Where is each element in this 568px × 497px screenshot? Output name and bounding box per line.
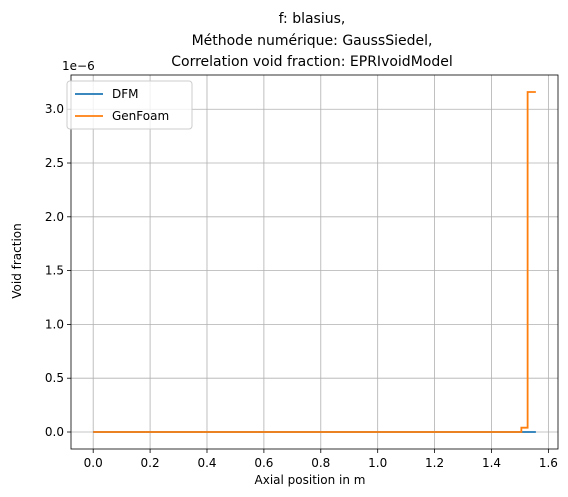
y-axis-label: Void fraction bbox=[10, 223, 24, 298]
x-tick-label: 0.4 bbox=[197, 456, 216, 470]
plot-lines bbox=[93, 91, 536, 433]
y-tick-label: 2.5 bbox=[45, 156, 64, 170]
legend-box bbox=[66, 80, 193, 130]
legend-label-dfm: DFM bbox=[112, 87, 139, 101]
x-tick-label: 0.0 bbox=[84, 456, 103, 470]
x-axis-label: Axial position in m bbox=[255, 473, 366, 487]
x-tick-label: 1.0 bbox=[368, 456, 387, 470]
y-tick-label: 0.0 bbox=[45, 425, 64, 439]
x-tick-label: 0.6 bbox=[254, 456, 273, 470]
chart-title-line-3: Correlation void fraction: EPRIvoidModel bbox=[171, 54, 452, 70]
legend-label-genfoam: GenFoam bbox=[112, 109, 169, 123]
y-axis-offset-label: 1e−6 bbox=[62, 59, 95, 73]
y-tick-label: 1.0 bbox=[45, 317, 64, 331]
series-line-genfoam bbox=[93, 91, 536, 433]
y-axis-ticks: 0.0 0.5 1.0 1.5 2.0 2.5 3.0 bbox=[45, 102, 71, 439]
chart-title-line-2: Méthode numérique: GaussSiedel, bbox=[192, 33, 433, 49]
y-tick-label: 0.5 bbox=[45, 371, 64, 385]
x-tick-label: 1.4 bbox=[482, 456, 501, 470]
grid bbox=[71, 75, 558, 449]
chart-title-line-1: f: blasius, bbox=[279, 11, 346, 27]
x-tick-label: 0.8 bbox=[311, 456, 330, 470]
x-axis-ticks: 0.0 0.2 0.4 0.6 0.8 1.0 1.2 1.4 1.6 bbox=[84, 449, 558, 470]
y-tick-label: 2.0 bbox=[45, 210, 64, 224]
x-tick-label: 0.2 bbox=[141, 456, 160, 470]
x-tick-label: 1.6 bbox=[539, 456, 558, 470]
legend: DFM GenFoam bbox=[66, 80, 193, 130]
plot-frame bbox=[70, 74, 559, 450]
x-tick-label: 1.2 bbox=[425, 456, 444, 470]
y-tick-label: 1.5 bbox=[45, 264, 64, 278]
y-tick-label: 3.0 bbox=[45, 102, 64, 116]
